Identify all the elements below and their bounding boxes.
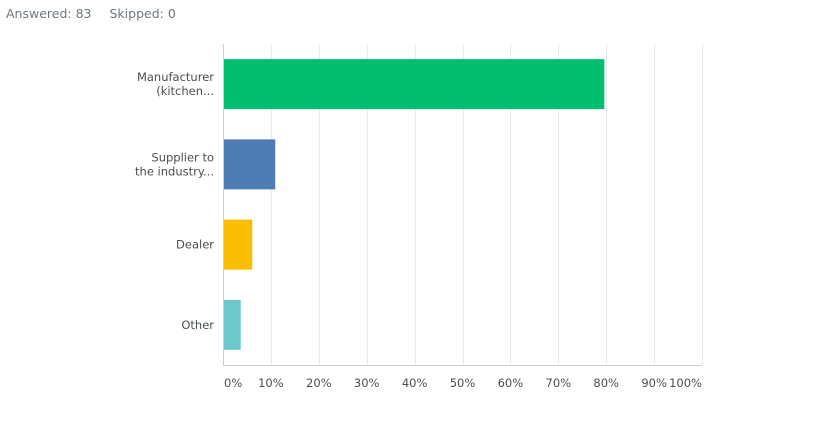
x-tick-label: 10%: [258, 376, 284, 390]
bar[interactable]: [223, 59, 605, 110]
category-label-line: the industry...: [135, 164, 214, 178]
x-tick-label: 90%: [641, 376, 667, 390]
answered-count: 83: [75, 6, 92, 21]
x-tick-label: 50%: [450, 376, 476, 390]
category-labels: Manufacturer (kitchen... Supplier to the in…: [135, 70, 214, 332]
bar[interactable]: [223, 299, 241, 350]
skipped-label: Skipped:: [109, 6, 164, 21]
bar[interactable]: [223, 139, 276, 190]
skipped-count: 0: [167, 6, 176, 21]
x-tick-label: 40%: [402, 376, 428, 390]
x-axis-ticks: 0% 10% 20% 30% 40% 50% 60% 70% 80% 90% 100%: [224, 376, 702, 390]
x-tick-label: 70%: [546, 376, 572, 390]
x-tick-label: 100%: [669, 376, 702, 390]
category-label: Dealer: [176, 238, 214, 252]
skipped-stat: Skipped: 0: [110, 6, 176, 21]
x-tick-label: 20%: [306, 376, 332, 390]
category-label-line: Manufacturer: [137, 70, 214, 84]
category-label-line: Dealer: [176, 238, 214, 252]
category-label: Supplier to the industry...: [135, 150, 214, 178]
x-tick-label: 60%: [498, 376, 524, 390]
bar[interactable]: [223, 219, 253, 270]
axes: [223, 44, 702, 366]
category-label-line: Other: [181, 318, 214, 332]
category-label-line: Supplier to: [151, 150, 214, 164]
x-tick-label: 0%: [224, 376, 242, 390]
x-tick-label: 80%: [593, 376, 619, 390]
answered-label: Answered:: [6, 6, 72, 21]
category-label: Other: [181, 318, 214, 332]
category-label-line: (kitchen...: [156, 84, 214, 98]
bars: [223, 59, 605, 350]
x-tick-label: 30%: [354, 376, 380, 390]
category-label: Manufacturer (kitchen...: [137, 70, 214, 98]
response-summary: Answered: 83 Skipped: 0: [6, 6, 176, 21]
answered-stat: Answered: 83: [6, 6, 92, 21]
